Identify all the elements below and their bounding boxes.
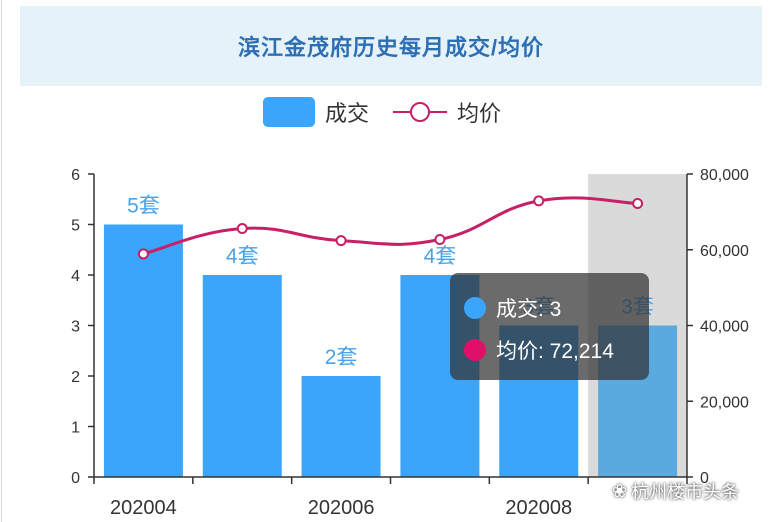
tooltip-volume-dot bbox=[464, 297, 486, 319]
tooltip-price-text: 均价: 72,214 bbox=[496, 340, 614, 363]
bar-202006 bbox=[301, 376, 381, 477]
y-right-tick-label: 60,000 bbox=[700, 243, 749, 260]
left-edge-divider bbox=[1, 0, 2, 522]
tooltip-volume-text: 成交: 3 bbox=[496, 298, 562, 321]
y-left-tick-label: 1 bbox=[71, 420, 80, 437]
y-left-tick-label: 6 bbox=[71, 167, 80, 184]
title-band: 滨江金茂府历史每月成交/均价 bbox=[20, 6, 762, 86]
legend-bar-swatch[interactable] bbox=[263, 97, 315, 127]
x-tick-label-202006: 202006 bbox=[308, 497, 375, 519]
tooltip-row-volume: 成交: 3 bbox=[464, 287, 649, 329]
avg-price-point-202006 bbox=[335, 235, 347, 247]
avg-price-line bbox=[143, 196, 638, 256]
avg-price-point-202008 bbox=[533, 195, 545, 207]
chart-title: 滨江金茂府历史每月成交/均价 bbox=[237, 35, 545, 60]
x-tick-label-202008: 202008 bbox=[505, 497, 572, 519]
bar-202004 bbox=[103, 224, 183, 477]
chart-legend: 成交 均价 bbox=[263, 94, 501, 130]
y-left-tick-label: 2 bbox=[71, 369, 80, 386]
y-left-tick-label: 5 bbox=[71, 218, 80, 235]
y-right-tick-label: 80,000 bbox=[700, 167, 749, 184]
bar-value-label: 2套 bbox=[325, 346, 358, 369]
legend-label-volume[interactable]: 成交 bbox=[325, 101, 370, 126]
y-right-tick-label: 0 bbox=[700, 470, 709, 487]
bar-value-label: 5套 bbox=[127, 195, 160, 218]
chart-tooltip: 成交: 3 均价: 72,214 bbox=[450, 273, 649, 380]
tooltip-price-dot bbox=[464, 339, 486, 361]
tooltip-row-price: 均价: 72,214 bbox=[464, 329, 649, 371]
avg-price-point-202005 bbox=[236, 223, 248, 235]
legend-label-avg-price[interactable]: 均价 bbox=[457, 101, 502, 126]
legend-line-swatch[interactable] bbox=[393, 97, 448, 127]
avg-price-point-202009 bbox=[632, 197, 644, 209]
avg-price-point-202004 bbox=[137, 248, 149, 260]
avg-price-point-202007 bbox=[434, 234, 446, 246]
watermark-text: 杭州楼市头条 bbox=[631, 482, 740, 502]
y-left-tick-label: 0 bbox=[71, 470, 80, 487]
y-right-tick-label: 20,000 bbox=[700, 394, 749, 411]
watermark: ❀ 杭州楼市头条 bbox=[612, 478, 739, 504]
x-tick-label-202004: 202004 bbox=[110, 497, 177, 519]
bar-value-label: 4套 bbox=[424, 245, 457, 268]
y-left-tick-label: 4 bbox=[71, 268, 80, 285]
wechat-icon: ❀ bbox=[612, 480, 628, 501]
bar-value-label: 4套 bbox=[226, 245, 259, 268]
bar-202005 bbox=[202, 275, 282, 477]
y-left-tick-label: 3 bbox=[71, 319, 80, 336]
legend-line-marker bbox=[410, 102, 431, 122]
y-right-tick-label: 40,000 bbox=[700, 319, 749, 336]
